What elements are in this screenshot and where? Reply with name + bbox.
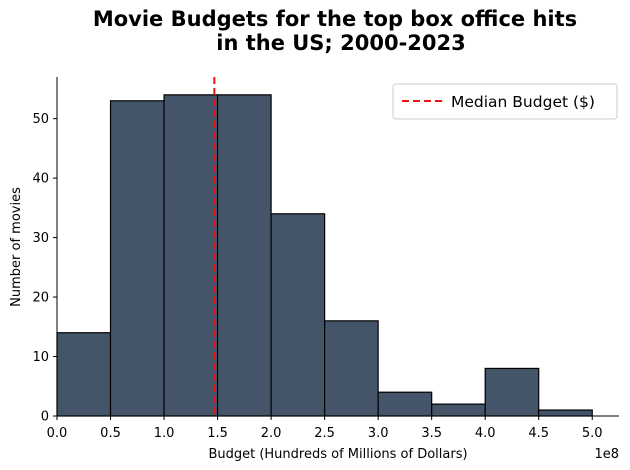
y-tick-label: 40	[32, 172, 49, 187]
y-tick-label: 0	[41, 410, 49, 425]
histogram-bar	[377, 391, 433, 417]
x-tick-label: 0.0	[47, 426, 68, 441]
y-tick-label: 10	[32, 350, 49, 365]
x-tick-label: 5.0	[582, 426, 603, 441]
y-tick-label: 20	[32, 291, 49, 306]
histogram-bar	[431, 403, 486, 417]
x-tick-label: 4.0	[475, 426, 496, 441]
legend: Median Budget ($)	[392, 83, 618, 120]
x-tick-label: 4.5	[528, 426, 549, 441]
x-tick-label: 2.0	[261, 426, 282, 441]
chart-title-line-1: Movie Budgets for the top box office hit…	[93, 7, 577, 31]
legend-median-label: Median Budget ($)	[451, 93, 595, 111]
x-tick-label: 2.5	[314, 426, 335, 441]
histogram-bar	[484, 367, 540, 417]
x-tick-label: 1.0	[154, 426, 175, 441]
y-axis-label: Number of movies	[9, 187, 24, 307]
axes-group	[56, 77, 619, 417]
x-tick-label: 0.5	[100, 426, 121, 441]
chart-title-line-2: in the US; 2000-2023	[216, 31, 466, 55]
histogram-bar	[56, 332, 112, 417]
y-tick-label: 50	[32, 112, 49, 127]
x-tick-label: 3.0	[368, 426, 389, 441]
x-offset-label: 1e8	[594, 447, 619, 462]
histogram-bar	[270, 213, 326, 417]
x-tick-label: 1.5	[207, 426, 228, 441]
x-axis-label: Budget (Hundreds of Millions of Dollars)	[208, 447, 467, 462]
histogram-bar	[216, 94, 272, 417]
x-tick-label: 3.5	[421, 426, 442, 441]
histogram-bar	[324, 320, 379, 417]
histogram-bar	[163, 94, 219, 417]
y-ticks-group: 0 10 20 30 40 50	[32, 112, 57, 425]
legend-frame	[392, 83, 618, 120]
y-tick-label: 30	[32, 231, 49, 246]
bars-group	[56, 94, 593, 417]
x-ticks-group: 0.0 0.5 1.0 1.5 2.0 2.5 3.0 3.5 4.0 4.5 5.0	[47, 416, 603, 441]
histogram-bar	[109, 100, 165, 417]
histogram-bar	[538, 409, 593, 417]
